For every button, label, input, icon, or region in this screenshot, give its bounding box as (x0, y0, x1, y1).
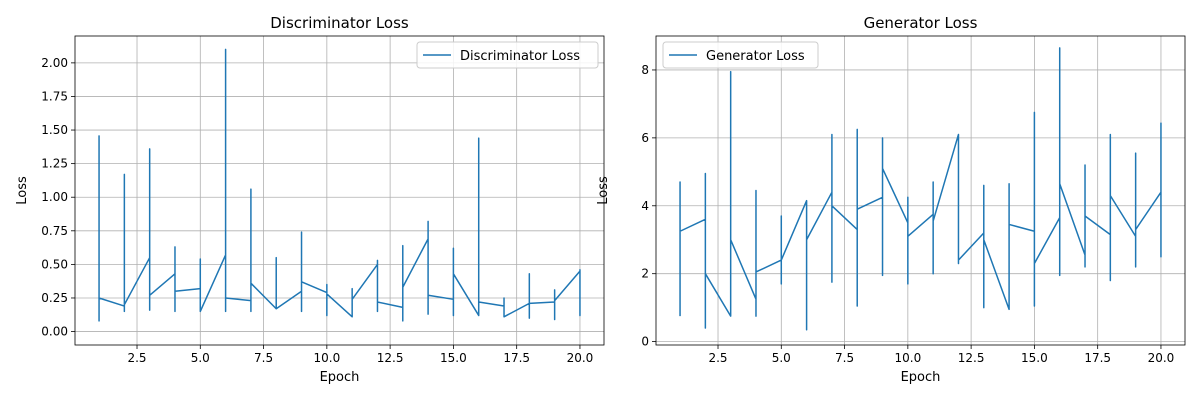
chart-panel-2: 2.5 5.0 7.5 10.0 12.5 15.0 17.5 20.0 0 2 4 6 8 Genera… (596, 14, 1186, 385)
x-tick-label: 7.5 (835, 351, 854, 365)
y-tick-label: 8 (641, 63, 649, 77)
y-tick-label: 0.75 (41, 224, 68, 238)
x-axis-label: Epoch (320, 370, 360, 385)
y-tick-label: 1.75 (41, 89, 68, 103)
x-tick-label: 2.5 (127, 351, 146, 365)
x-tick-label: 5.0 (772, 351, 791, 365)
x-tick-label: 12.5 (958, 351, 985, 365)
legend-box (416, 41, 599, 69)
y-tick-label: 1.00 (41, 190, 68, 204)
y-tick-label: 0.25 (41, 291, 68, 305)
y-tick-label: 2 (641, 267, 649, 281)
legend-label: Discriminator Loss (460, 49, 580, 64)
series-line (98, 48, 581, 322)
axes-frame (74, 35, 605, 346)
x-tick-label: 12.5 (377, 351, 404, 365)
x-tick-label: 20.0 (1148, 351, 1175, 365)
y-tick-label: 1.50 (41, 123, 68, 137)
y-tick-label: 0.50 (41, 257, 68, 271)
y-axis-label: Loss (596, 176, 611, 205)
x-tick-label: 17.5 (503, 351, 530, 365)
x-tick-label: 10.0 (894, 351, 921, 365)
y-tick-label: 1.25 (41, 157, 68, 171)
y-tick-label: 0 (641, 335, 649, 349)
chart-title: Generator Loss (864, 14, 978, 32)
legend-box (662, 41, 819, 69)
legend-label: Generator Loss (706, 49, 805, 64)
x-tick-label: 15.0 (440, 351, 467, 365)
x-tick-label: 2.5 (708, 351, 727, 365)
x-tick-label: 15.0 (1021, 351, 1048, 365)
legend: Generator Loss (662, 41, 819, 69)
x-tick-label: 7.5 (254, 351, 273, 365)
chart-panel-1: 2.5 5.0 7.5 10.0 12.5 15.0 17.5 20.0 0.00 0.25 0.5… (15, 14, 605, 385)
chart-title: Discriminator Loss (270, 14, 409, 32)
axes-frame (655, 35, 1186, 346)
x-tick-label: 10.0 (313, 351, 340, 365)
y-axis-label: Loss (15, 176, 30, 205)
x-tick-label: 5.0 (191, 351, 210, 365)
x-axis-label: Epoch (901, 370, 941, 385)
x-tick-label: 17.5 (1084, 351, 1111, 365)
y-tick-label: 0.00 (41, 325, 68, 339)
y-tick-label: 4 (641, 199, 649, 213)
legend: Discriminator Loss (416, 41, 599, 69)
x-tick-label: 20.0 (567, 351, 594, 365)
y-tick-label: 2.00 (41, 56, 68, 70)
y-tick-label: 6 (641, 131, 649, 145)
series-line (679, 47, 1162, 331)
